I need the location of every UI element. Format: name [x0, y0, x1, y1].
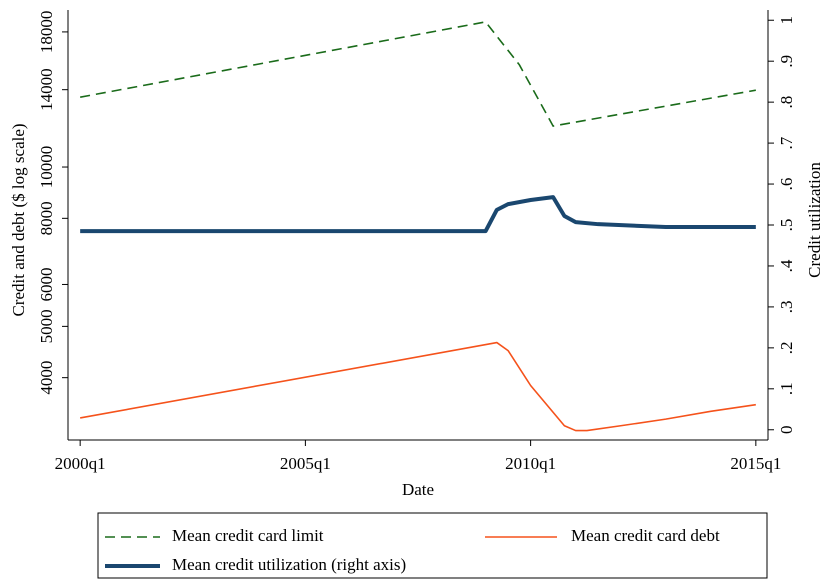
y2-tick-label: .9 — [777, 55, 796, 68]
y-tick-label: 5000 — [37, 309, 56, 343]
y-tick-label: 8000 — [37, 201, 56, 235]
y2-axis-title: Credit utilization — [805, 162, 824, 278]
x-axis-title: Date — [402, 480, 434, 499]
series-line — [80, 195, 756, 234]
legend-box — [97, 512, 768, 579]
y2-tick-label: .8 — [777, 96, 796, 109]
legend-label: Mean credit card limit — [172, 526, 324, 545]
x-tick-label: 2000q1 — [55, 454, 106, 473]
y-tick-label: 4000 — [37, 361, 56, 395]
x-tick-label: 2015q1 — [730, 454, 781, 473]
y2-tick-label: .4 — [777, 259, 796, 272]
y2-tick-label: .2 — [777, 341, 796, 354]
y-axis-title: Credit and debt ($ log scale) — [9, 123, 28, 316]
y-tick-label: 18000 — [37, 11, 56, 54]
series-line — [80, 21, 756, 127]
series-line — [80, 341, 756, 432]
x-tick-label: 2005q1 — [280, 454, 331, 473]
legend-label: Mean credit utilization (right axis) — [172, 555, 406, 574]
x-tick-label: 2010q1 — [505, 454, 556, 473]
y2-tick-label: .5 — [777, 219, 796, 232]
y2-tick-label: 0 — [777, 426, 796, 435]
y2-tick-label: .3 — [777, 301, 796, 314]
y2-tick-label: .7 — [777, 136, 796, 149]
legend-label: Mean credit card debt — [571, 526, 720, 545]
y-tick-label: 10000 — [37, 146, 56, 189]
y-tick-label: 6000 — [37, 267, 56, 301]
y2-tick-label: .1 — [777, 382, 796, 395]
y2-tick-label: 1 — [777, 16, 796, 25]
y-tick-label: 14000 — [37, 68, 56, 111]
y2-tick-label: .6 — [777, 178, 796, 191]
